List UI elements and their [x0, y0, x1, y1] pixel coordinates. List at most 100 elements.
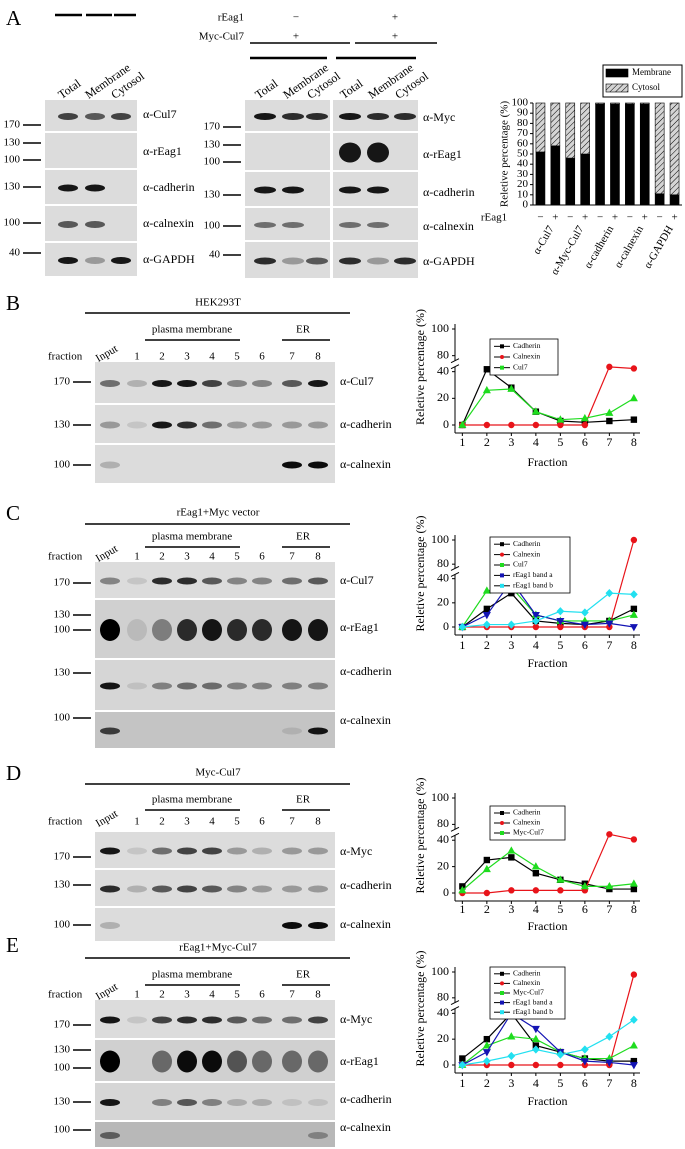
band	[127, 885, 147, 893]
panel-label: E	[6, 933, 19, 957]
legend-label: Cul7	[513, 560, 528, 569]
band	[339, 257, 361, 265]
x-tick-label: 3	[508, 902, 514, 916]
marker-label: 100	[54, 1124, 71, 1136]
band	[152, 682, 172, 690]
x-tick-label: +	[582, 212, 588, 224]
x-tick-label: 6	[582, 1076, 588, 1090]
lane-label: 7	[289, 816, 295, 828]
legend-swatch	[605, 83, 629, 93]
band	[308, 461, 328, 469]
axis-break	[450, 1000, 460, 1006]
point	[531, 407, 540, 415]
x-tick-label: −	[657, 212, 663, 224]
point	[483, 421, 491, 429]
point	[606, 417, 613, 425]
x-tick-label: 2	[484, 638, 490, 652]
region-label: ER	[296, 794, 311, 806]
band	[100, 1099, 120, 1106]
axis-break	[450, 565, 460, 571]
lane-label: 7	[289, 351, 295, 363]
x-tick-label: 3	[508, 435, 514, 449]
point	[605, 1032, 614, 1041]
marker-label: 130	[54, 667, 71, 679]
y-axis-title: Reletive percentage (%)	[499, 101, 511, 208]
point	[531, 862, 540, 870]
y-tick-label: 20	[437, 1031, 449, 1045]
legend-marker	[500, 1010, 504, 1015]
band	[127, 847, 147, 855]
legend-label: Cadherin	[513, 539, 541, 548]
x-tick-label: 8	[631, 435, 637, 449]
legend-marker	[500, 1000, 504, 1005]
legend-marker	[500, 542, 504, 547]
lane-label: 7	[289, 551, 295, 563]
point	[482, 1056, 491, 1066]
lane-label: 8	[315, 816, 321, 828]
band	[282, 727, 302, 735]
region-label: ER	[296, 531, 311, 543]
point	[507, 1032, 516, 1040]
band	[152, 1016, 172, 1024]
series-line	[461, 388, 635, 426]
band	[152, 380, 172, 387]
lane-label: 6	[259, 816, 265, 828]
point	[483, 1035, 491, 1043]
bar-segment	[654, 102, 665, 195]
band	[282, 257, 304, 265]
x-tick-label: 4	[533, 435, 539, 449]
y-tick-label: 40	[437, 570, 449, 584]
point	[507, 620, 516, 629]
point	[508, 1061, 515, 1069]
point	[531, 612, 540, 620]
band	[177, 682, 197, 690]
x-tick-label: 7	[606, 902, 612, 916]
marker-label: 100	[204, 220, 221, 232]
band	[254, 113, 276, 120]
marker-label: 100	[54, 919, 71, 931]
band	[308, 727, 328, 735]
point	[459, 1055, 466, 1062]
band	[252, 577, 272, 585]
band	[152, 885, 172, 893]
band	[202, 1050, 222, 1073]
lane-label: 3	[184, 551, 190, 563]
blot-title: rEag1+Myc vector	[177, 507, 260, 519]
band	[282, 1016, 302, 1024]
blot-title: Myc-Cul7	[195, 767, 241, 779]
band	[100, 1050, 120, 1073]
band	[282, 1099, 302, 1106]
point	[606, 363, 613, 371]
y-tick-label: 10	[517, 188, 529, 200]
lane-label: 1	[134, 816, 140, 828]
blot-strip	[95, 712, 335, 748]
band	[308, 421, 328, 429]
bar-segment	[580, 102, 590, 155]
y-tick-label: 20	[517, 178, 529, 190]
blot-title: HEK293T	[195, 297, 241, 309]
x-axis-title: Fraction	[528, 919, 568, 933]
band	[227, 885, 247, 893]
band	[367, 186, 389, 194]
axis-break	[450, 571, 460, 577]
y-axis-title: Reletive percentage (%)	[413, 309, 427, 425]
series-line	[462, 366, 634, 426]
marker-label: 100	[54, 459, 71, 471]
x-tick-label: 8	[631, 902, 637, 916]
antibody-label: α-cadherin	[340, 664, 392, 678]
band	[177, 847, 197, 855]
band	[252, 682, 272, 690]
marker-label: 100	[4, 154, 21, 166]
x-tick-label: 6	[582, 902, 588, 916]
x-tick-label: 7	[606, 435, 612, 449]
band	[252, 1099, 272, 1106]
band	[282, 922, 302, 929]
bar-segment	[610, 103, 620, 206]
legend-label: Calnexin	[513, 549, 540, 558]
fraction-label: fraction	[48, 351, 83, 363]
antibody-label: α-cadherin	[143, 180, 195, 194]
band	[227, 1050, 247, 1073]
legend-label: Calnexin	[513, 818, 540, 827]
y-tick-label: 80	[517, 117, 529, 129]
point	[508, 421, 515, 429]
